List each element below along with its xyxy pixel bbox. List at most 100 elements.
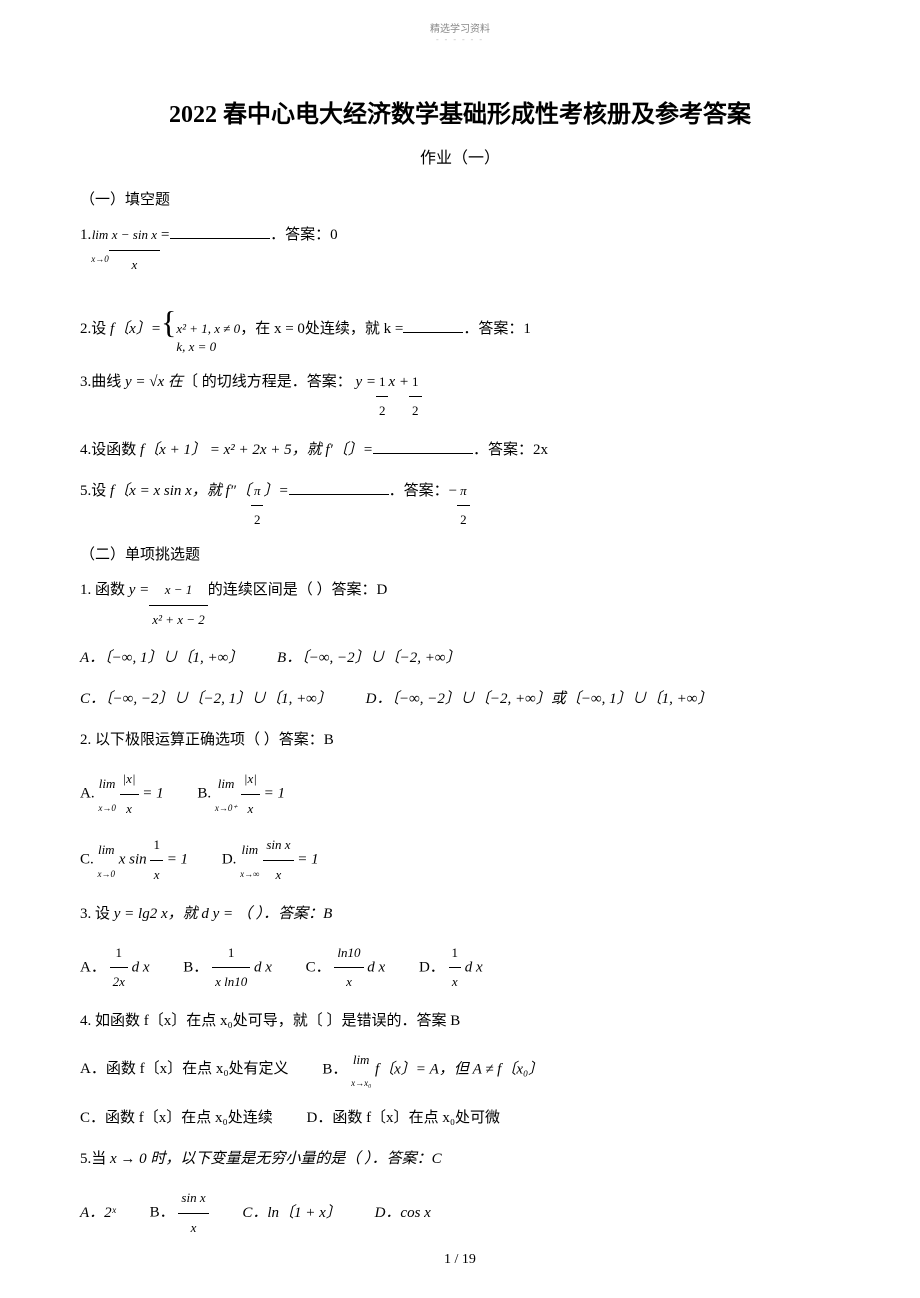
fraction: |x| x [120,765,139,823]
page-number: 1 / 19 [0,1252,920,1268]
option-d: D． 1 x d x [419,939,483,997]
choice-2-options-cd: C. lim x→0 x sin 1 x = 1 D. lim x→∞ sin … [80,831,840,889]
option-a: A． 1 2x d x [80,939,150,997]
answer-text: ．答案：0 [270,219,338,252]
eq: y = lg2 x，就 d y = （ ）．答案：B [114,898,333,931]
choice-problem-3: 3. 设 y = lg2 x，就 d y = （ ）．答案：B [80,898,840,931]
problem-number: 3.曲线 [80,366,121,399]
option-c: C. lim x→0 x sin 1 x = 1 [80,831,188,889]
header-watermark: 精选学习资料 [0,0,920,35]
eq: f〔x + 1〕 = x² + 2x + 5，就 f′〔〕= [140,434,373,467]
header-dashes: - - - - - - [0,35,920,44]
choice-3-options: A． 1 2x d x B． 1 x ln10 d x C． ln10 x d … [80,939,840,997]
eq: = [151,313,161,346]
fraction: |x| x [241,765,260,823]
option-a: A．〔−∞, 1〕∪〔1, +∞〕 [80,642,243,675]
document-content: 2022 春中心电大经济数学基础形成性考核册及参考答案 作业（一） （一）填空题… [0,44,920,1242]
fraction: π 2 [251,477,264,535]
fill-problem-3: 3.曲线 y = √x 在 〔 的切线方程是．答案： y = 1 2 x + 1… [80,366,840,426]
left-brace: { [161,287,176,357]
option-c: C．函数 f〔x〕在点 x₀处连续 [80,1102,273,1135]
choice-5-options: A．2ˣ B． sin x x C．ln〔1 + x〕 D．cos x [80,1184,840,1242]
lim: lim x→0 [98,770,116,818]
problem-number: 1. [80,219,91,252]
eq: y = [129,574,150,607]
lim: lim x→x₀ [351,1046,371,1094]
problem-number: 5.当 [80,1143,106,1176]
fraction: 1 x [449,939,462,997]
fraction: 1 2 [376,368,389,426]
option-b: B．〔−∞, −2〕∪〔−2, +∞〕 [277,642,461,675]
lim: lim x→∞ [240,836,259,884]
ans-prefix: y = [355,366,376,399]
option-a: A．2ˣ [80,1197,116,1230]
answer-text: ．答案：2x [473,434,548,467]
fraction: 1 2x [110,939,128,997]
fraction: x − 1 x² + x − 2 [149,576,207,634]
option-d: D. lim x→∞ sin x x = 1 [222,831,319,889]
section-1-header: （一）填空题 [80,188,840,209]
problem-number: 1. 函数 [80,574,125,607]
blank-line [403,319,463,333]
choice-problem-4: 4. 如函数 f〔x〕在点 x₀处可导，就〔 〕是错误的．答案 B [80,1005,840,1038]
fx: f〔x〕 [110,313,151,346]
option-b: B． lim x→x₀ f〔x〕= A，但 A ≠ f〔x₀〕 [322,1046,543,1094]
blank-line [289,481,389,495]
text: 的连续区间是（ ）答案：D [208,574,388,607]
blank-line [170,225,270,239]
option-b: B． sin x x [150,1184,209,1242]
choice-2-options-ab: A. lim x→0 |x| x = 1 B. lim x→0⁺ |x| x =… [80,765,840,823]
choice-problem-5: 5.当 x → 0 时，以下变量是无穷小量的是（ ）．答案：C [80,1143,840,1176]
eq2: 〕= [263,475,288,508]
equals: = [160,219,170,252]
fraction: π 2 [457,477,470,535]
problem-number: 3. 设 [80,898,110,931]
lim: lim x→0⁺ [215,770,237,818]
text: 〔 的切线方程是．答案： [183,366,352,399]
fraction: sin x x [178,1184,208,1242]
option-c: C． ln10 x d x [306,939,386,997]
problem-text: 4. 如函数 f〔x〕在点 x₀处可导，就〔 〕是错误的．答案 B [80,1005,460,1038]
option-c: C．〔−∞, −2〕∪〔−2, 1〕∪〔1, +∞〕 [80,683,332,716]
option-a: A. lim x→0 |x| x = 1 [80,765,164,823]
problem-number: 5.设 [80,475,106,508]
document-title: 2022 春中心电大经济数学基础形成性考核册及参考答案 [80,94,840,129]
problem-text: 2. 以下极限运算正确选项（ ）答案：B [80,724,334,757]
option-d: D．〔−∞, −2〕∪〔−2, +∞〕或〔−∞, 1〕∪〔1, +∞〕 [366,683,713,716]
fill-problem-5: 5.设 f〔x = x sin x，就 f″〔 π 2 〕= ．答案：− π 2 [80,475,840,535]
lim: lim x→0 [98,836,116,884]
fraction: ln10 x [334,939,363,997]
fill-problem-1: 1. lim x→0 x − sin x x = ．答案：0 [80,219,840,279]
fraction: x − sin x x [109,221,160,279]
fraction: 1 x ln10 [212,939,250,997]
lim-expr: lim x→0 [91,221,109,269]
document-subtitle: 作业（一） [80,144,840,168]
piecewise: x² + 1, x ≠ 0 k, x = 0 [176,320,240,356]
text: ，在 x = 0处连续，就 k = [240,313,403,346]
problem-number: 2.设 [80,313,106,346]
fill-problem-4: 4.设函数 f〔x + 1〕 = x² + 2x + 5，就 f′〔〕= ．答案… [80,434,840,467]
fill-problem-2: 2.设 f〔x〕 = { x² + 1, x ≠ 0 k, x = 0 ，在 x… [80,287,840,357]
option-b: B. lim x→0⁺ |x| x = 1 [197,765,285,823]
option-d: D．函数 f〔x〕在点 x₀处可微 [306,1102,500,1135]
fraction: sin x x [263,831,293,889]
blank-line [373,440,473,454]
fraction: 1 x [150,831,163,889]
choice-problem-2: 2. 以下极限运算正确选项（ ）答案：B [80,724,840,757]
choice-problem-1: 1. 函数 y = x − 1 x² + x − 2 的连续区间是（ ）答案：D [80,574,840,634]
choice-1-options-ab: A．〔−∞, 1〕∪〔1, +∞〕 B．〔−∞, −2〕∪〔−2, +∞〕 [80,642,840,675]
option-b: B． 1 x ln10 d x [183,939,272,997]
eq: y = √x 在 [125,366,183,399]
option-d: D．cos x [375,1197,431,1230]
section-2-header: （二）单项挑选题 [80,543,840,564]
problem-number: 4.设函数 [80,434,136,467]
choice-1-options-cd: C．〔−∞, −2〕∪〔−2, 1〕∪〔1, +∞〕 D．〔−∞, −2〕∪〔−… [80,683,840,716]
option-c: C．ln〔1 + x〕 [242,1197,340,1230]
eq: x → 0 时，以下变量是无穷小量的是（ ）．答案：C [110,1143,442,1176]
choice-4-options-ab: A．函数 f〔x〕在点 x₀处有定义 B． lim x→x₀ f〔x〕= A，但… [80,1046,840,1094]
choice-4-options-cd: C．函数 f〔x〕在点 x₀处连续 D．函数 f〔x〕在点 x₀处可微 [80,1102,840,1135]
plus: x + [388,366,409,399]
option-a: A．函数 f〔x〕在点 x₀处有定义 [80,1053,289,1086]
answer-text: ．答案：− [389,475,457,508]
fraction: 1 2 [409,368,422,426]
